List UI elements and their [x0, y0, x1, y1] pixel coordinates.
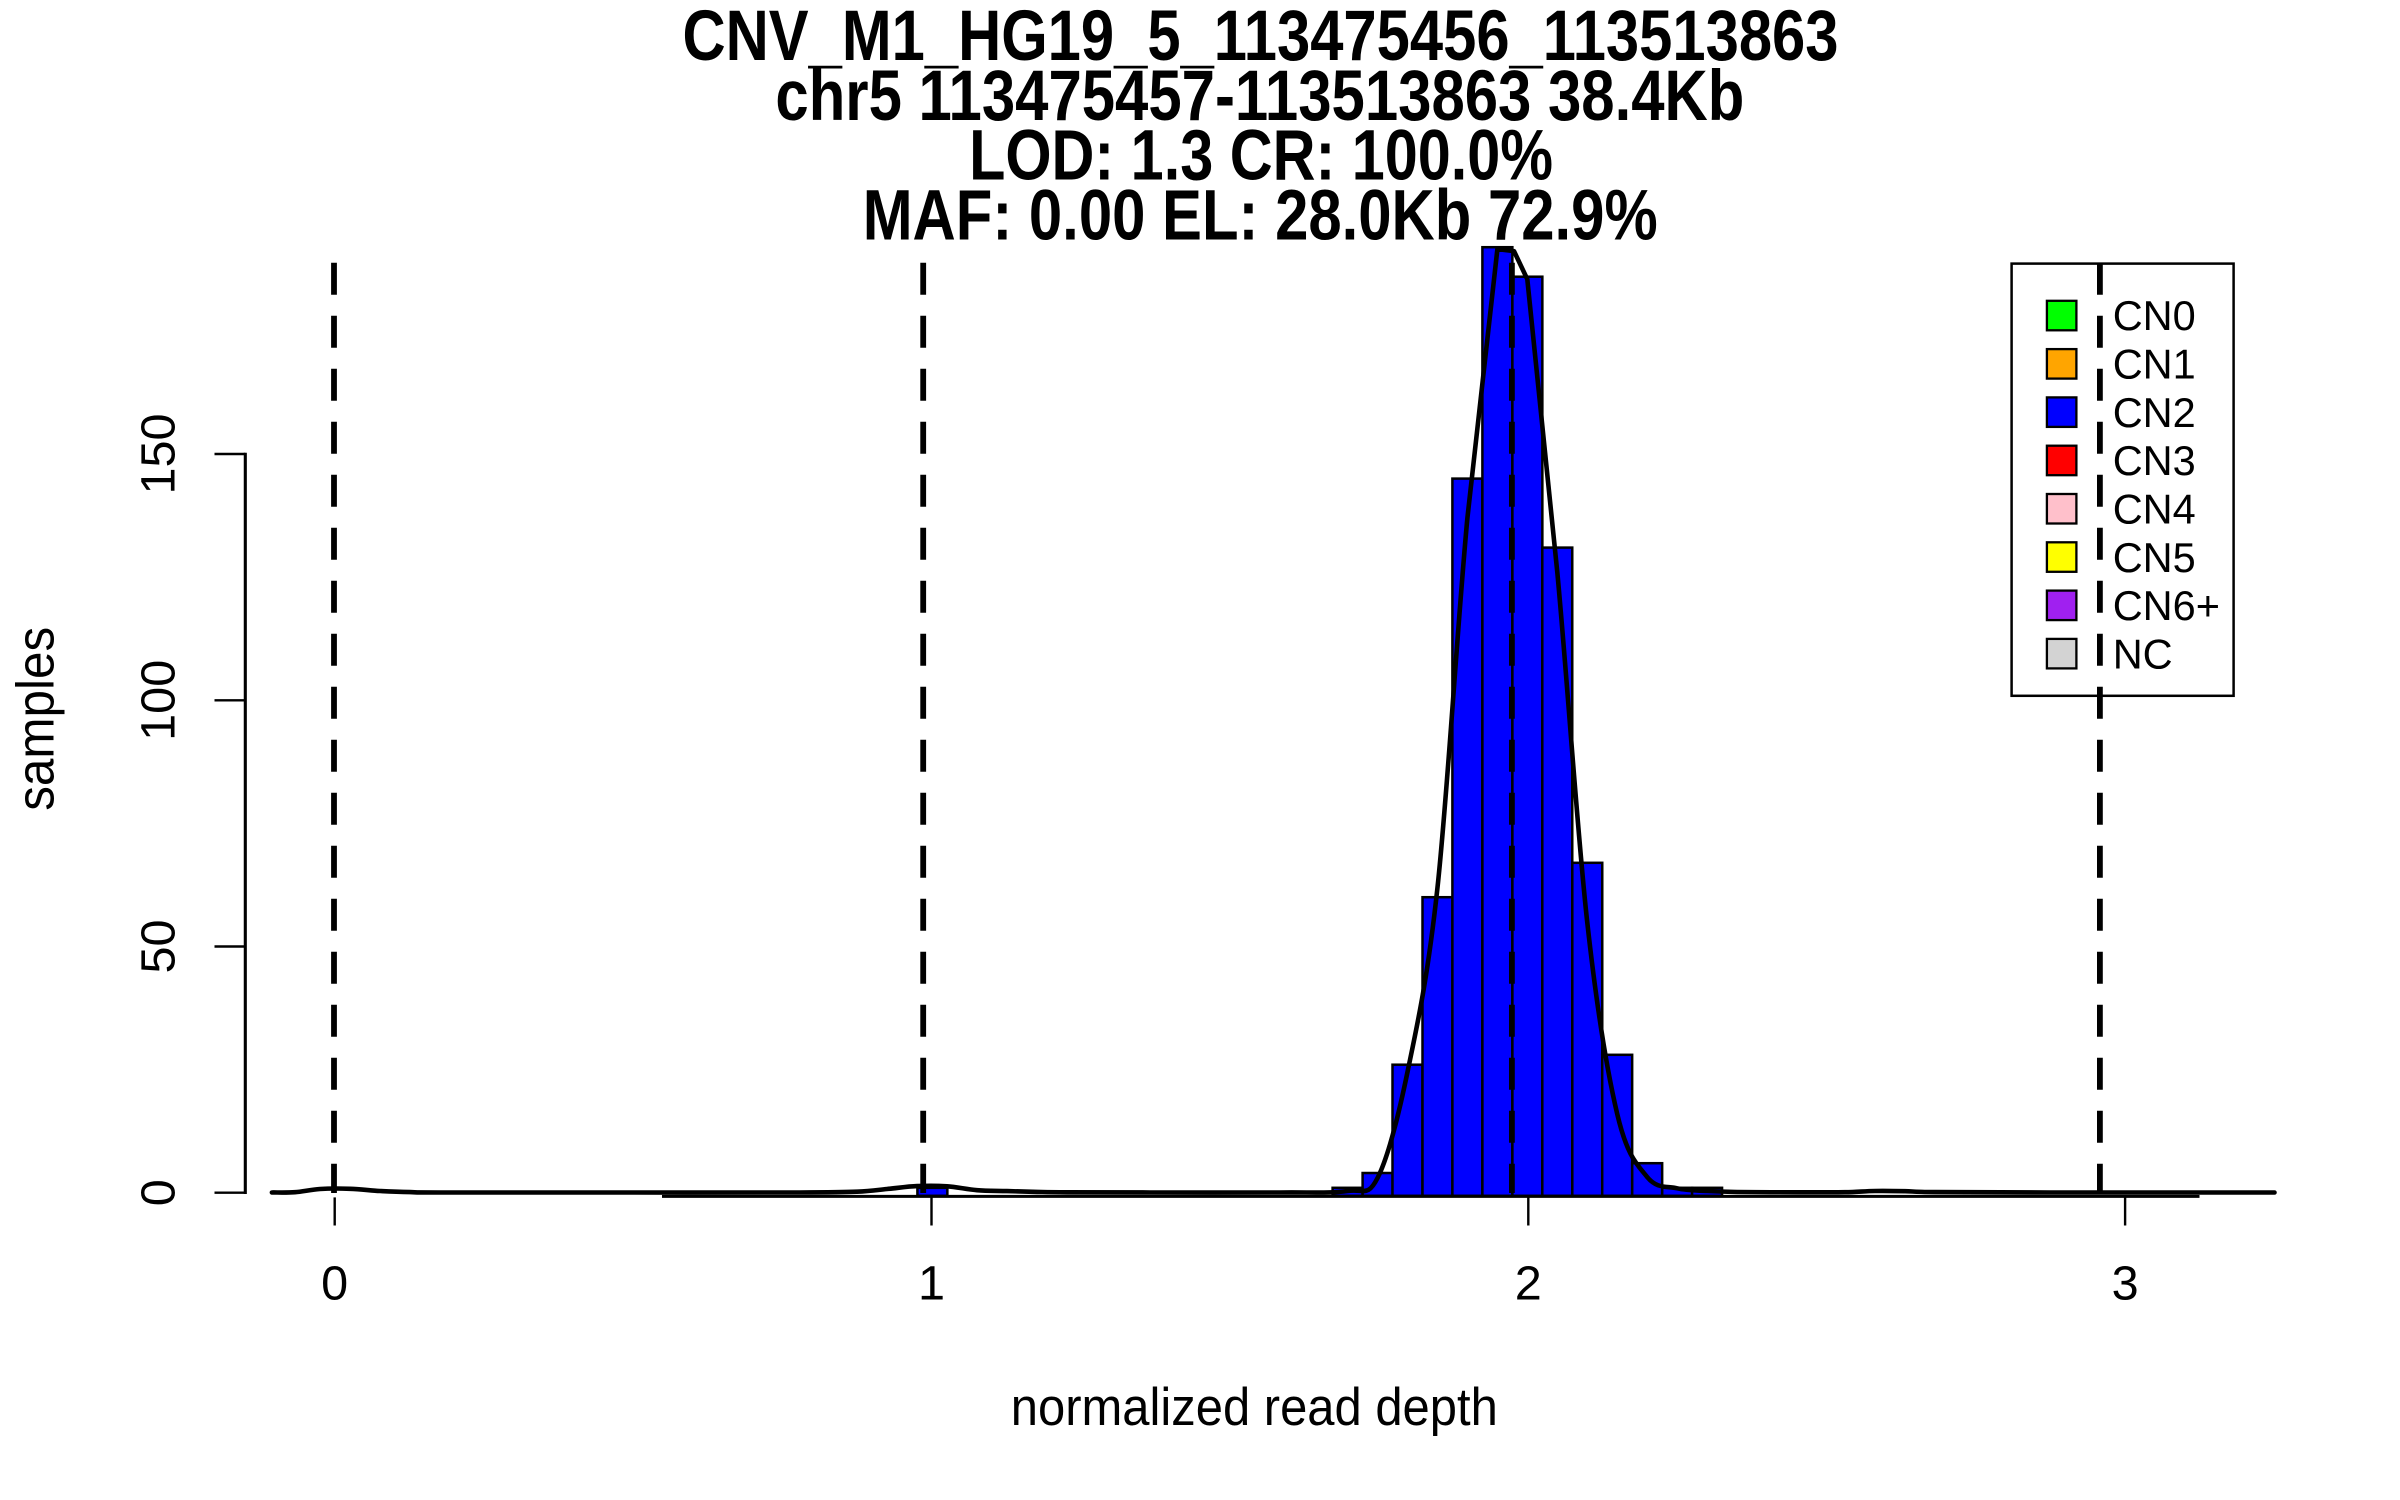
svg-text:CNV_M1_HG19_5_113475456_113513: CNV_M1_HG19_5_113475456_113513863	[683, 0, 1839, 76]
svg-text:100: 100	[131, 660, 185, 741]
svg-text:CN1: CN1	[2113, 341, 2196, 388]
svg-text:CN2: CN2	[2113, 389, 2196, 436]
svg-text:CN0: CN0	[2113, 292, 2196, 339]
svg-text:1: 1	[918, 1257, 945, 1311]
svg-text:150: 150	[131, 413, 185, 494]
svg-text:CN6+: CN6+	[2113, 582, 2220, 629]
svg-text:MAF: 0.00 EL: 28.0Kb 72.9%: MAF: 0.00 EL: 28.0Kb 72.9%	[863, 176, 1658, 256]
svg-text:CN3: CN3	[2113, 437, 2196, 484]
svg-text:chr5 113475457-113513863 38.4K: chr5 113475457-113513863 38.4Kb	[775, 56, 1744, 136]
svg-text:2: 2	[1515, 1257, 1542, 1311]
svg-text:normalized read depth: normalized read depth	[1011, 1378, 1498, 1437]
svg-text:CN5: CN5	[2113, 534, 2196, 581]
svg-text:3: 3	[2112, 1257, 2139, 1311]
svg-text:0: 0	[131, 1179, 185, 1206]
svg-text:CN4: CN4	[2113, 486, 2196, 533]
svg-text:NC: NC	[2113, 630, 2173, 677]
svg-text:samples: samples	[6, 627, 65, 811]
svg-text:50: 50	[131, 919, 185, 973]
svg-text:0: 0	[321, 1257, 348, 1311]
svg-text:LOD: 1.3 CR: 100.0%: LOD: 1.3 CR: 100.0%	[969, 116, 1553, 196]
